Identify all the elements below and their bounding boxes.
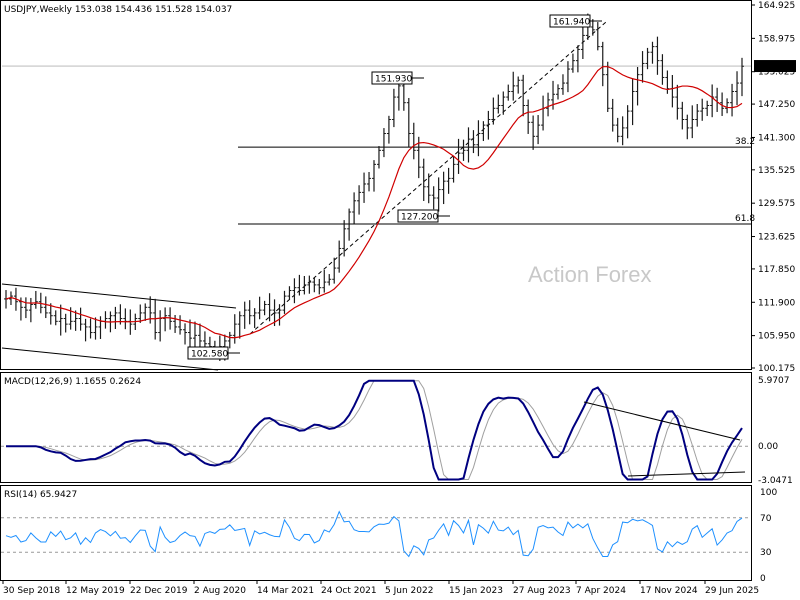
- time-tick-label: 17 Nov 2024: [640, 586, 698, 596]
- annotation-161.940: 161.940: [553, 18, 590, 28]
- price-tick-label: 141.300: [758, 133, 795, 143]
- time-tick-label: 2 Aug 2020: [194, 586, 246, 596]
- time-tick-label: 7 Apr 2024: [576, 586, 626, 596]
- macd-support-line: [627, 471, 746, 477]
- price-panel-frame: [0, 0, 752, 370]
- rsi-tick-label: 0: [760, 574, 766, 584]
- price-tick-label: 158.975: [758, 34, 795, 44]
- price-tick-label: 129.575: [758, 199, 795, 209]
- annotation-151.930: 151.930: [375, 75, 412, 85]
- price-tick-label: 105.950: [758, 332, 795, 342]
- fib-label-38.2: 38.2: [735, 137, 755, 147]
- current-price-tag: [754, 60, 796, 73]
- time-tick-label: 30 Sep 2018: [3, 586, 60, 596]
- rsi-tick-label: 30: [760, 548, 772, 558]
- macd-layer: 5.9707 0.00 -3.0471: [1, 376, 793, 486]
- price-tick-label: 111.900: [758, 298, 795, 308]
- rsi-label: RSI(14) 65.9427: [4, 490, 77, 500]
- rsi-panel-frame: [0, 485, 752, 581]
- macd-label: MACD(12,26,9) 1.1655 0.2624: [4, 377, 141, 387]
- price-tick-label: 135.525: [758, 166, 795, 176]
- price-tick-label: 164.925: [758, 1, 795, 11]
- symbol-info: USDJPY,Weekly 153.038 154.436 151.528 15…: [4, 5, 232, 15]
- watermark: Action Forex: [528, 262, 652, 287]
- rsi-tick-label: 100: [760, 488, 777, 498]
- macd-tick-label: 5.9707: [758, 376, 790, 386]
- macd-trend-line: [583, 401, 741, 441]
- price-tick-label: 117.850: [758, 265, 795, 275]
- time-tick-label: 27 Aug 2023: [513, 586, 571, 596]
- rsi-layer: 100 70 30 0: [1, 488, 777, 584]
- time-tick-label: 14 Mar 2021: [257, 586, 314, 596]
- price-tick-label: 123.625: [758, 233, 795, 243]
- annotation-102.580: 102.580: [191, 350, 228, 360]
- annotation-127.200: 127.200: [401, 213, 438, 223]
- time-tick-label: 22 Dec 2019: [130, 586, 188, 596]
- price-tick-label: 147.250: [758, 100, 795, 110]
- fib-label-61.8: 61.8: [735, 214, 755, 224]
- price-tick-label: 153.025: [758, 68, 795, 78]
- macd-line: [6, 379, 743, 481]
- moving-average-line: [5, 66, 743, 339]
- channel-lower-line: [1, 347, 219, 371]
- price-layer: 38.2 61.8 161.940 151.930 127.200 102.580: [1, 13, 755, 371]
- time-tick-label: 5 Jun 2022: [385, 586, 433, 596]
- price-tick-label: 100.175: [758, 364, 795, 374]
- current-price-label: 154.037: [757, 63, 794, 73]
- time-tick-label: 15 Jan 2023: [449, 586, 503, 596]
- macd-tick-label: -3.0471: [758, 476, 793, 486]
- rsi-line: [5, 510, 743, 558]
- time-tick-label: 29 Jun 2025: [705, 586, 759, 596]
- time-tick-label: 12 May 2019: [66, 586, 125, 596]
- macd-tick-label: 0.00: [758, 442, 778, 452]
- channel-upper-line: [1, 283, 237, 309]
- macd-panel-frame: [0, 372, 752, 483]
- rsi-tick-label: 70: [760, 514, 772, 524]
- time-tick-label: 24 Oct 2021: [321, 586, 377, 596]
